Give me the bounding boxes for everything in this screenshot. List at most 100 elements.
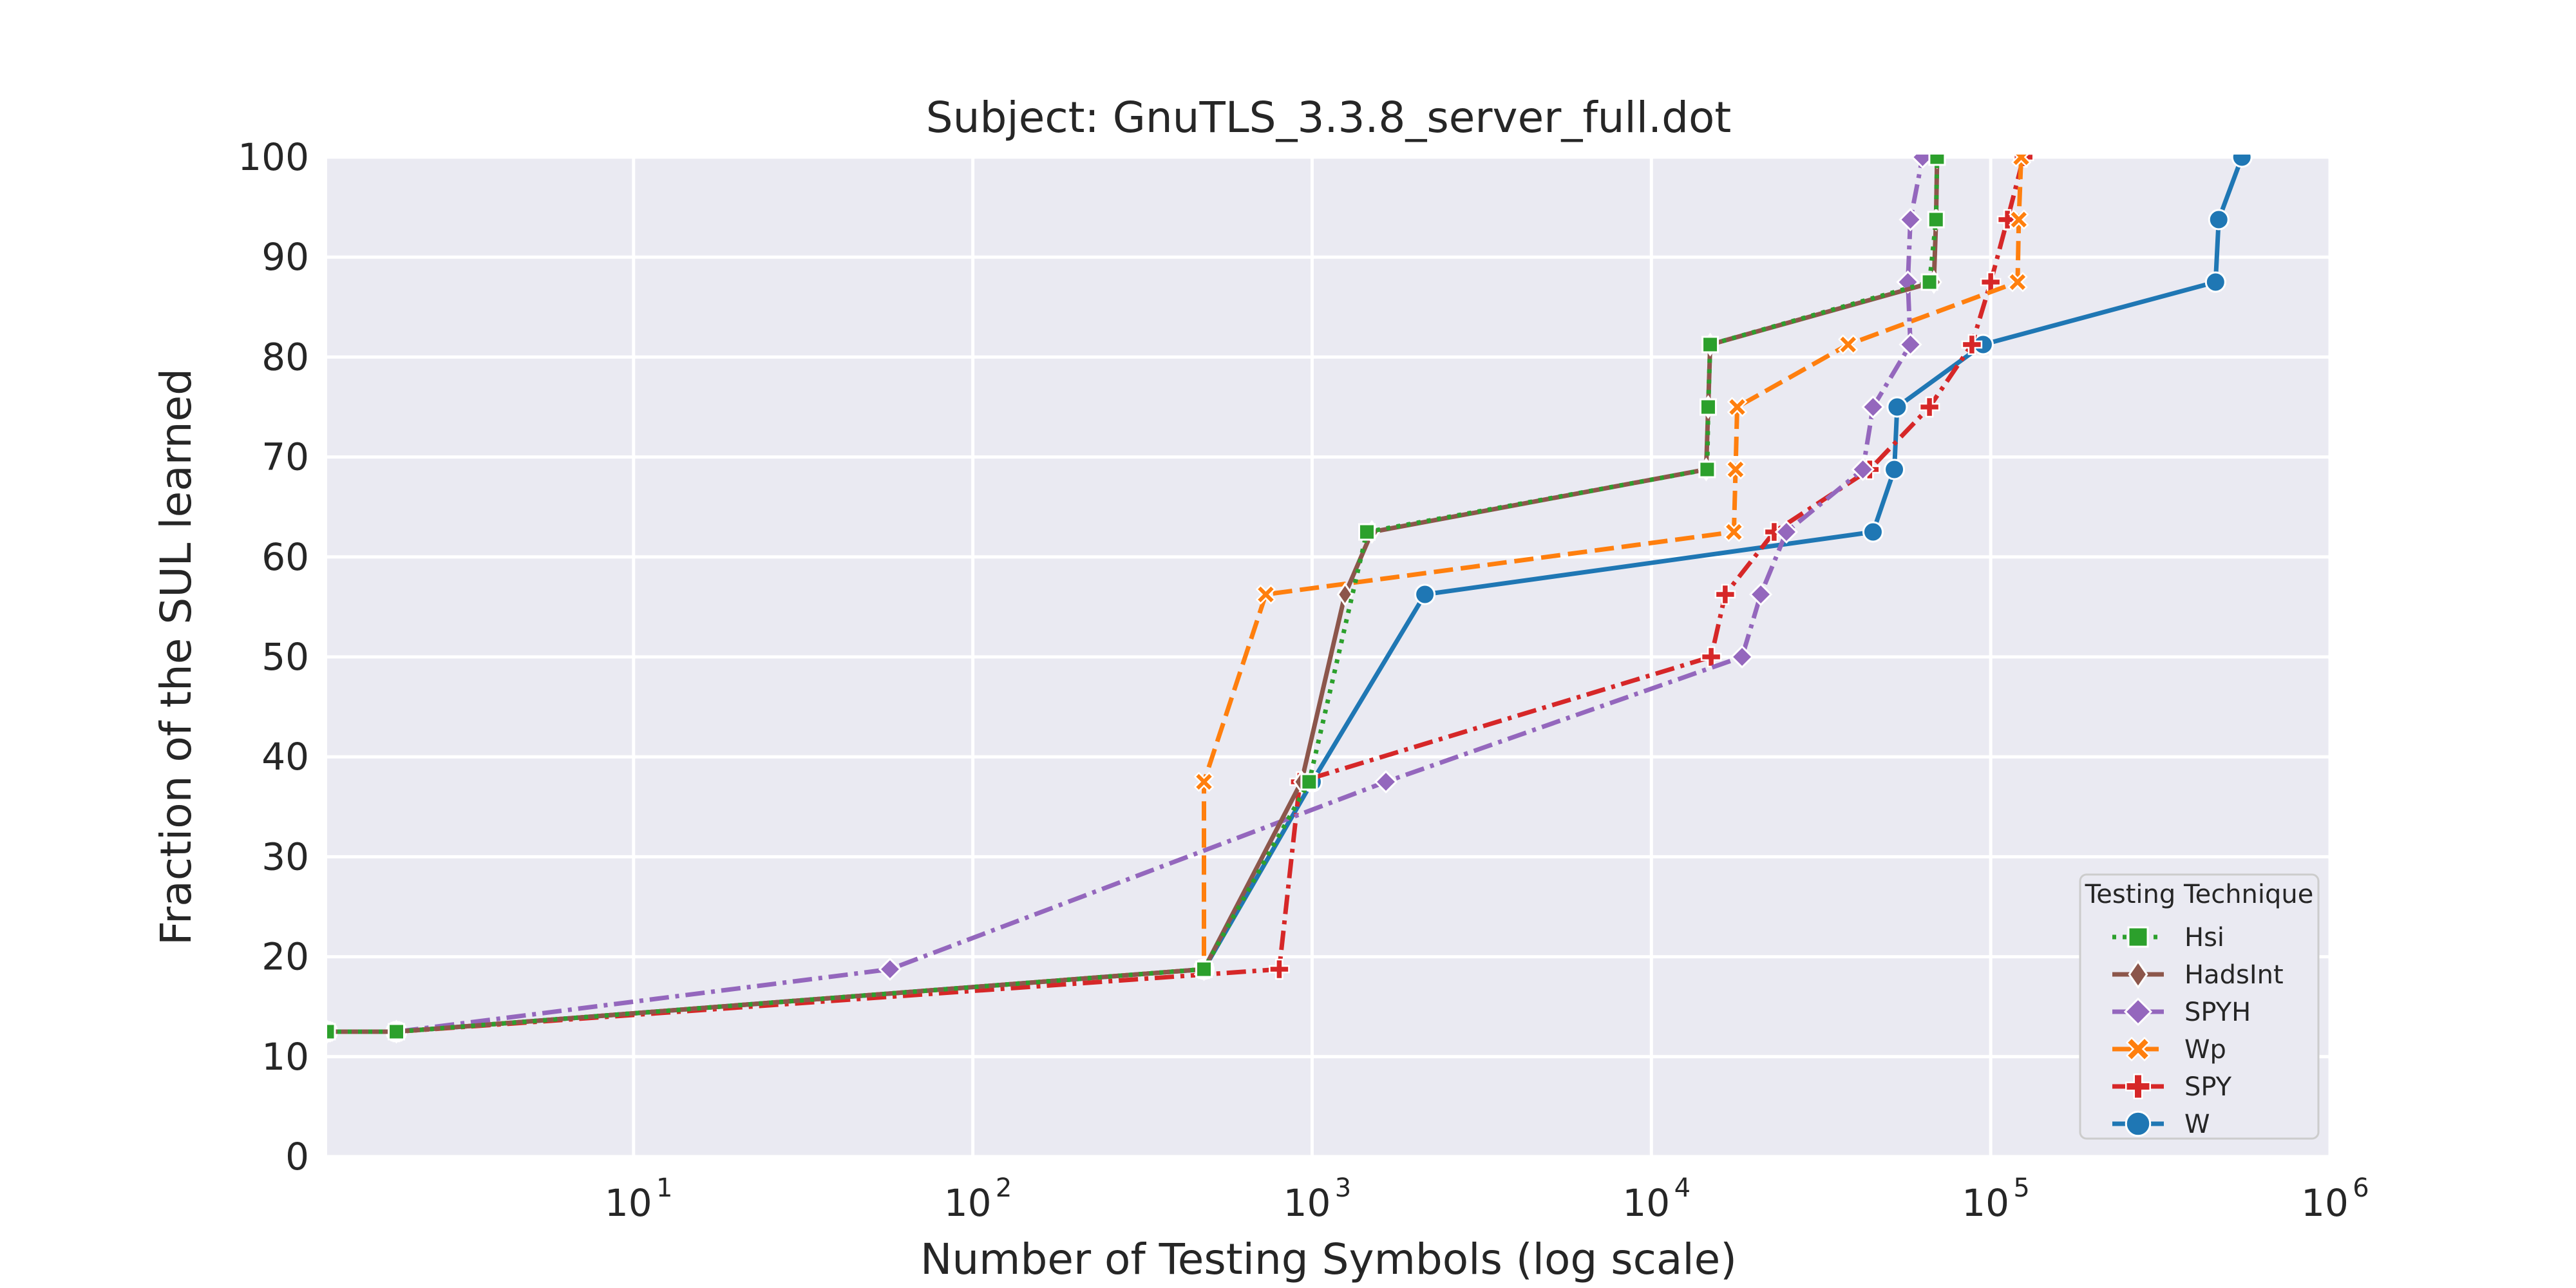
legend-item-spy: SPY [2112, 1072, 2232, 1102]
series-hsi [327, 155, 1946, 1041]
data-point [1851, 457, 1875, 482]
y-tick-label: 100 [238, 135, 309, 179]
data-point [2128, 960, 2148, 989]
y-tick-label: 0 [285, 1135, 309, 1179]
data-point [1920, 273, 1938, 291]
y-tick-label: 10 [261, 1035, 309, 1079]
data-point [1886, 396, 1908, 418]
legend-item-hadsint: HadsInt [2112, 960, 2284, 990]
data-point [1414, 583, 1436, 605]
data-point [1727, 397, 1748, 417]
data-point [1861, 395, 1885, 419]
series-layer [327, 155, 2253, 1044]
y-axis: 0 10 20 30 40 50 60 70 80 90 100 [238, 135, 309, 1179]
svg-text:10: 10 [2301, 1181, 2349, 1225]
y-tick-label: 40 [261, 735, 309, 779]
svg-text:10: 10 [1283, 1181, 1331, 1225]
chart-title: Subject: GnuTLS_3.3.8_server_full.dot [926, 93, 1731, 142]
legend: Testing Technique Hsi HadsInt SPYH Wp SPY W [2079, 873, 2320, 1140]
svg-text:10: 10 [605, 1181, 652, 1225]
data-point [388, 1023, 406, 1041]
y-tick-label: 70 [261, 435, 309, 479]
y-tick-label: 60 [261, 535, 309, 579]
data-point [2125, 1110, 2152, 1137]
data-point [1193, 772, 1215, 792]
data-point [2007, 272, 2028, 292]
x-axis-label: Number of Testing Symbols (log scale) [920, 1235, 1737, 1284]
y-tick-label: 90 [261, 235, 309, 279]
data-point [1699, 398, 1717, 416]
data-point [1725, 459, 1746, 480]
data-point [1899, 332, 1922, 357]
svg-text:6: 6 [2353, 1173, 2369, 1203]
data-point [1255, 584, 1276, 605]
svg-text:1: 1 [656, 1173, 672, 1203]
data-point [1928, 155, 1946, 166]
data-point [1774, 520, 1799, 544]
y-axis-label: Fraction of the SUL learned [151, 368, 201, 945]
legend-title: Testing Technique [2085, 880, 2314, 909]
data-point [1714, 583, 1736, 605]
data-point [1374, 770, 1398, 794]
data-point [1730, 645, 1754, 669]
svg-text:4: 4 [1674, 1173, 1690, 1203]
legend-item-wp: Wp [2112, 1035, 2226, 1065]
svg-text:10: 10 [1622, 1181, 1670, 1225]
data-point [2125, 1074, 2151, 1099]
data-point [1911, 155, 1935, 169]
data-point [2011, 155, 2032, 167]
data-point [1862, 521, 1884, 543]
data-point [1927, 211, 1945, 229]
data-point [1195, 960, 1213, 978]
data-point [2231, 155, 2253, 168]
y-tick-label: 50 [261, 635, 309, 679]
svg-text:10: 10 [1962, 1181, 2009, 1225]
legend-label: W [2184, 1110, 2210, 1139]
legend-label: Hsi [2184, 923, 2224, 952]
x-tick-label: 10 6 [2301, 1173, 2369, 1225]
legend-item-w: W [2112, 1110, 2210, 1139]
data-point [1763, 521, 1785, 543]
svg-text:2: 2 [996, 1173, 1012, 1203]
x-tick-label: 10 2 [944, 1173, 1012, 1225]
x-tick-label: 10 3 [1283, 1173, 1352, 1225]
x-tick-label: 10 1 [605, 1173, 673, 1225]
legend-label: HadsInt [2184, 960, 2284, 990]
data-point [327, 1023, 336, 1041]
svg-text:10: 10 [944, 1181, 992, 1225]
series-line [327, 156, 1940, 1034]
x-tick-label: 10 5 [1962, 1173, 2030, 1225]
legend-label: Wp [2184, 1035, 2226, 1065]
data-point [2009, 209, 2029, 230]
svg-text:3: 3 [1335, 1173, 1351, 1203]
x-tick-label: 10 4 [1622, 1173, 1690, 1225]
data-point [1358, 523, 1376, 541]
data-point [1698, 460, 1716, 478]
data-point [1884, 459, 1906, 480]
legend-item-hsi: Hsi [2112, 923, 2224, 952]
data-point [2204, 271, 2226, 293]
data-point [2125, 1036, 2151, 1062]
data-point [1269, 958, 1290, 980]
y-tick-label: 30 [261, 835, 309, 878]
data-point [1300, 773, 1318, 791]
data-point [878, 957, 902, 981]
x-axis: 10 1 10 2 10 3 10 4 10 5 10 6 [605, 1173, 2369, 1225]
legend-label: SPY [2184, 1072, 2232, 1102]
legend-item-spyh: SPYH [2112, 997, 2251, 1027]
data-point [1701, 336, 1719, 354]
y-tick-label: 20 [261, 935, 309, 979]
data-point [1838, 334, 1859, 355]
data-point [1723, 522, 1745, 542]
data-point [1748, 582, 1773, 607]
data-point [1336, 582, 1354, 607]
y-tick-label: 80 [261, 335, 309, 379]
data-point [1899, 207, 1922, 232]
data-point [2123, 997, 2153, 1027]
svg-text:5: 5 [2013, 1173, 2029, 1203]
data-point [2127, 926, 2149, 948]
data-point [2208, 209, 2230, 231]
legend-label: SPYH [2184, 998, 2251, 1027]
data-point [1961, 334, 1983, 355]
